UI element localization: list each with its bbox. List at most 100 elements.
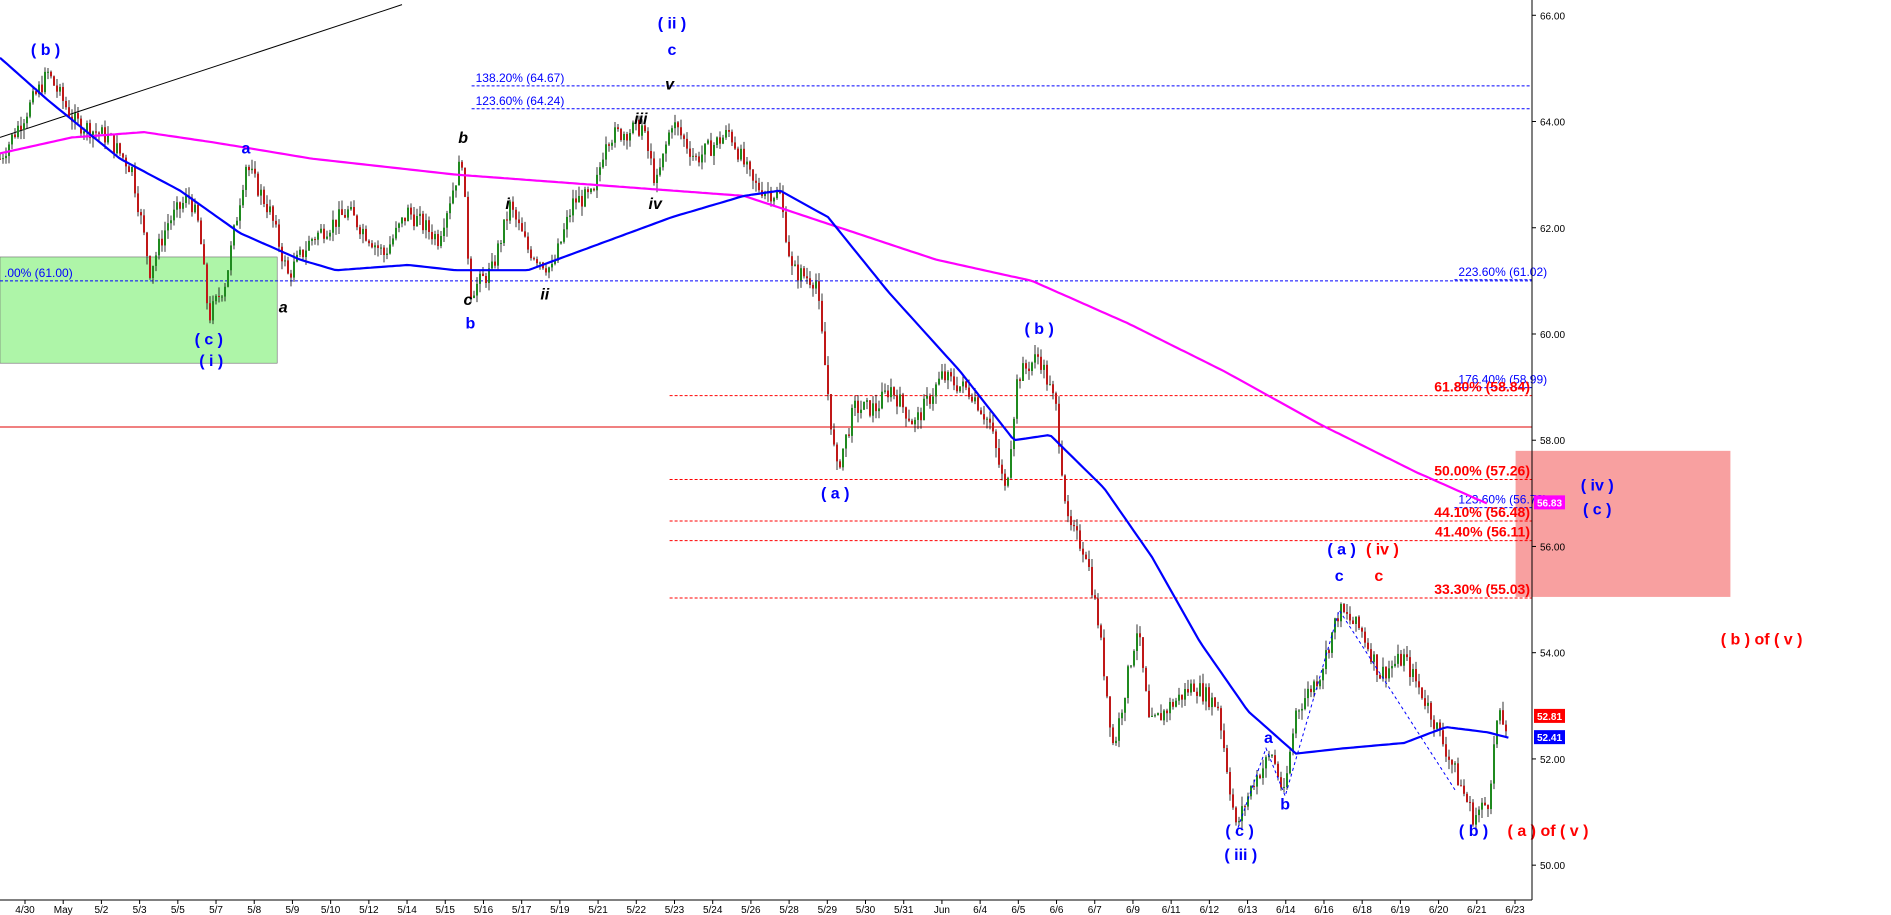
candle-body — [290, 273, 292, 278]
wave-label: b — [1280, 796, 1290, 813]
wave-label: ( b ) — [1459, 823, 1488, 840]
candle-body — [431, 232, 433, 240]
candle-body — [959, 386, 961, 392]
candle-body — [356, 215, 358, 228]
candle-body — [701, 154, 703, 163]
candle-body — [62, 86, 64, 101]
candle-body — [1349, 613, 1351, 621]
candle-body — [422, 213, 424, 231]
candle-body — [350, 207, 352, 210]
candle-body — [752, 169, 754, 181]
candle-body — [1007, 477, 1009, 486]
wave-label: ( i ) — [199, 353, 223, 370]
candle-body — [644, 125, 646, 132]
x-tick-label: 6/21 — [1467, 905, 1487, 915]
candle-body — [773, 198, 775, 202]
candle-body — [1157, 713, 1159, 716]
candle-body — [1214, 697, 1216, 707]
candle-body — [269, 206, 271, 213]
candle-body — [251, 168, 253, 171]
candle-body — [170, 220, 172, 224]
candle-body — [17, 125, 19, 138]
candle-body — [995, 431, 997, 449]
candle-body — [938, 378, 940, 385]
candle-body — [1418, 681, 1420, 688]
candle-body — [392, 238, 394, 245]
y-tick-label: 50.00 — [1540, 861, 1565, 872]
candle-body — [1199, 683, 1201, 696]
candle-body — [881, 391, 883, 409]
candle-body — [1460, 785, 1462, 787]
candle-body — [1496, 720, 1498, 745]
candle-body — [458, 161, 460, 186]
candle-body — [1121, 712, 1123, 719]
candle-body — [221, 296, 223, 298]
candle-body — [485, 276, 487, 284]
candle-body — [1391, 666, 1393, 669]
candle-body — [608, 144, 610, 146]
x-tick-label: 5/28 — [779, 905, 799, 915]
x-tick-label: 6/16 — [1314, 905, 1334, 915]
candle-body — [1439, 722, 1441, 731]
candle-body — [1064, 475, 1066, 502]
wave-label: iv — [649, 196, 663, 213]
candle-body — [401, 217, 403, 224]
candle-body — [437, 234, 439, 246]
candle-body — [668, 132, 670, 145]
candle-body — [14, 134, 16, 138]
candle-body — [425, 220, 427, 231]
candle-body — [1307, 688, 1309, 699]
candle-body — [1406, 654, 1408, 658]
candle-body — [149, 256, 151, 278]
candle-body — [869, 400, 871, 416]
candle-body — [143, 215, 145, 233]
wave-label: ( a ) — [821, 486, 849, 503]
candle-body — [764, 192, 766, 197]
candle-body — [614, 127, 616, 143]
candle-body — [1235, 807, 1237, 823]
candle-body — [281, 246, 283, 262]
wave-label: ( a ) — [1327, 541, 1355, 558]
candle-body — [305, 250, 307, 258]
candle-body — [11, 134, 13, 145]
candle-body — [1076, 526, 1078, 531]
candle-body — [1421, 687, 1423, 699]
candle-body — [140, 212, 142, 216]
candle-body — [287, 260, 289, 274]
candle-body — [1067, 501, 1069, 517]
candle-body — [329, 232, 331, 237]
price-badge-label: 52.41 — [1537, 733, 1562, 744]
candle-body — [1049, 384, 1051, 386]
candle-body — [656, 174, 658, 183]
candle-body — [470, 258, 472, 298]
candle-body — [1085, 554, 1087, 560]
candle-body — [1118, 718, 1120, 741]
candle-body — [1379, 674, 1381, 679]
candle-body — [929, 395, 931, 404]
candle-body — [1484, 802, 1486, 806]
candle-body — [1343, 604, 1345, 613]
candle-body — [848, 434, 850, 436]
candle-body — [212, 301, 214, 321]
candle-body — [1409, 657, 1411, 678]
candle-body — [377, 245, 379, 248]
candle-body — [884, 390, 886, 392]
x-tick-label: 5/16 — [474, 905, 494, 915]
candle-body — [728, 130, 730, 132]
candle-body — [671, 128, 673, 133]
candle-body — [128, 166, 130, 173]
candle-body — [1286, 773, 1288, 787]
candle-body — [731, 131, 733, 143]
candle-body — [1142, 637, 1144, 668]
candle-body — [833, 429, 835, 445]
x-tick-label: May — [54, 905, 73, 915]
candle-body — [821, 300, 823, 332]
candle-body — [1016, 379, 1018, 419]
candle-body — [1211, 697, 1213, 708]
candle-body — [1178, 694, 1180, 701]
candle-body — [182, 202, 184, 209]
fib-label-blue: 223.60% (61.02) — [1458, 265, 1547, 279]
candle-body — [1169, 701, 1171, 714]
candle-body — [887, 390, 889, 398]
candle-body — [551, 263, 553, 268]
